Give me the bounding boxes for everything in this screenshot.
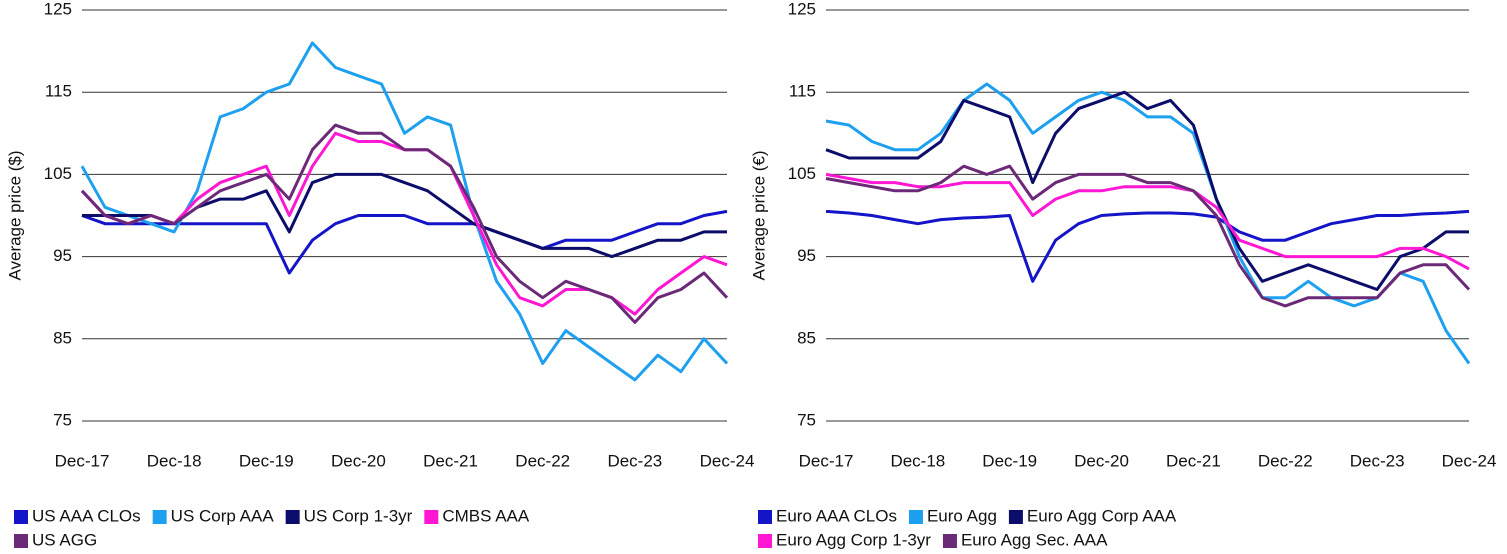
y-tick-label: 115 xyxy=(45,82,72,101)
y-tick-label: 95 xyxy=(797,246,816,265)
legend-label: Euro Agg Corp 1-3yr xyxy=(776,530,931,549)
x-tick-label: Dec-18 xyxy=(890,451,945,470)
y-tick-label: 115 xyxy=(789,82,816,101)
legend-label: Euro AAA CLOs xyxy=(776,506,897,525)
series-line xyxy=(80,41,729,382)
legend-swatch xyxy=(908,510,923,524)
x-tick-label: Dec-21 xyxy=(1166,451,1221,470)
x-tick-label: Dec-18 xyxy=(147,451,202,470)
legend-label: CMBS AAA xyxy=(442,506,530,525)
y-tick-label: 85 xyxy=(53,328,72,347)
x-tick-label: Dec-24 xyxy=(1442,451,1497,470)
x-tick-label: Dec-22 xyxy=(515,451,570,470)
x-tick-label: Dec-21 xyxy=(423,451,478,470)
legend-swatch xyxy=(424,510,439,524)
legend-label: US Corp AAA xyxy=(171,506,275,525)
y-axis-label: Average price ($) xyxy=(5,150,24,280)
legend-label: Euro Agg Sec. AAA xyxy=(961,530,1108,549)
legend-swatch xyxy=(285,510,300,524)
series-line xyxy=(825,82,1471,365)
y-axis-label: Average price (€) xyxy=(749,150,768,280)
series-line xyxy=(825,90,1469,291)
series-line xyxy=(825,209,1470,283)
series-line xyxy=(80,123,729,324)
legend-label: US AAA CLOs xyxy=(32,506,141,525)
series-line xyxy=(825,164,1471,308)
y-tick-label: 95 xyxy=(53,246,72,265)
y-tick-label: 75 xyxy=(797,410,816,429)
legend-swatch xyxy=(758,510,772,524)
x-tick-label: Dec-23 xyxy=(607,451,662,470)
legend-label: Euro Agg Corp AAA xyxy=(1027,506,1177,525)
legend-swatch xyxy=(14,534,28,548)
x-tick-label: Dec-20 xyxy=(1074,451,1129,470)
legend-swatch xyxy=(942,534,957,548)
legend-swatch xyxy=(14,510,28,524)
x-tick-label: Dec-22 xyxy=(1258,451,1313,470)
y-tick-label: 85 xyxy=(797,328,816,347)
legend-swatch xyxy=(758,534,772,548)
legend-swatch xyxy=(152,510,167,524)
x-tick-label: Dec-23 xyxy=(1350,451,1405,470)
x-tick-label: Dec-17 xyxy=(799,451,854,470)
y-tick-label: 105 xyxy=(788,164,816,183)
x-tick-label: Dec-17 xyxy=(55,451,110,470)
legend-swatch xyxy=(1008,510,1023,524)
y-tick-label: 125 xyxy=(788,0,816,18)
x-tick-label: Dec-20 xyxy=(331,451,386,470)
legend-label: US Corp 1-3yr xyxy=(304,506,413,525)
y-tick-label: 75 xyxy=(53,410,72,429)
series-line xyxy=(81,209,728,275)
y-tick-label: 105 xyxy=(44,164,72,183)
legend-label: US AGG xyxy=(32,530,97,549)
x-tick-label: Dec-24 xyxy=(700,451,755,470)
x-tick-label: Dec-19 xyxy=(982,451,1037,470)
x-tick-label: Dec-19 xyxy=(239,451,294,470)
legend-label: Euro Agg xyxy=(927,506,997,525)
y-tick-label: 125 xyxy=(44,0,72,18)
